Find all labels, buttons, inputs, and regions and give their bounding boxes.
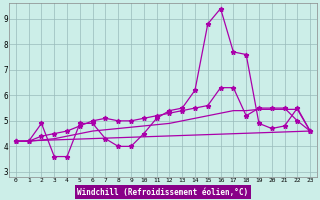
- X-axis label: Windchill (Refroidissement éolien,°C): Windchill (Refroidissement éolien,°C): [77, 188, 249, 197]
